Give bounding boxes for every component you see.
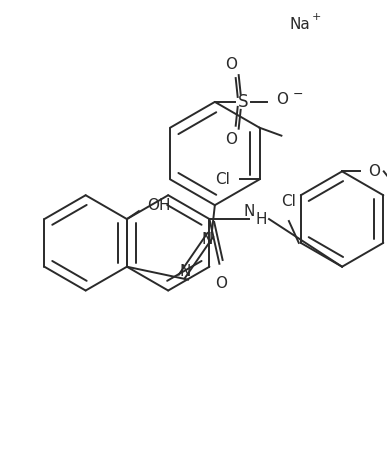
Text: O: O [215,275,227,291]
Text: N: N [244,203,255,219]
Text: N: N [201,232,213,247]
Text: OH: OH [147,198,170,212]
Text: +: + [312,11,322,21]
Text: O: O [368,164,380,179]
Text: H: H [255,212,267,226]
Text: O: O [225,132,237,147]
Text: S: S [237,93,248,111]
Text: Na: Na [289,17,310,32]
Text: Cl: Cl [215,172,230,187]
Text: O: O [225,57,237,72]
Text: −: − [292,87,303,101]
Text: O: O [276,92,288,107]
Text: Cl: Cl [281,194,296,209]
Text: N: N [179,264,191,279]
